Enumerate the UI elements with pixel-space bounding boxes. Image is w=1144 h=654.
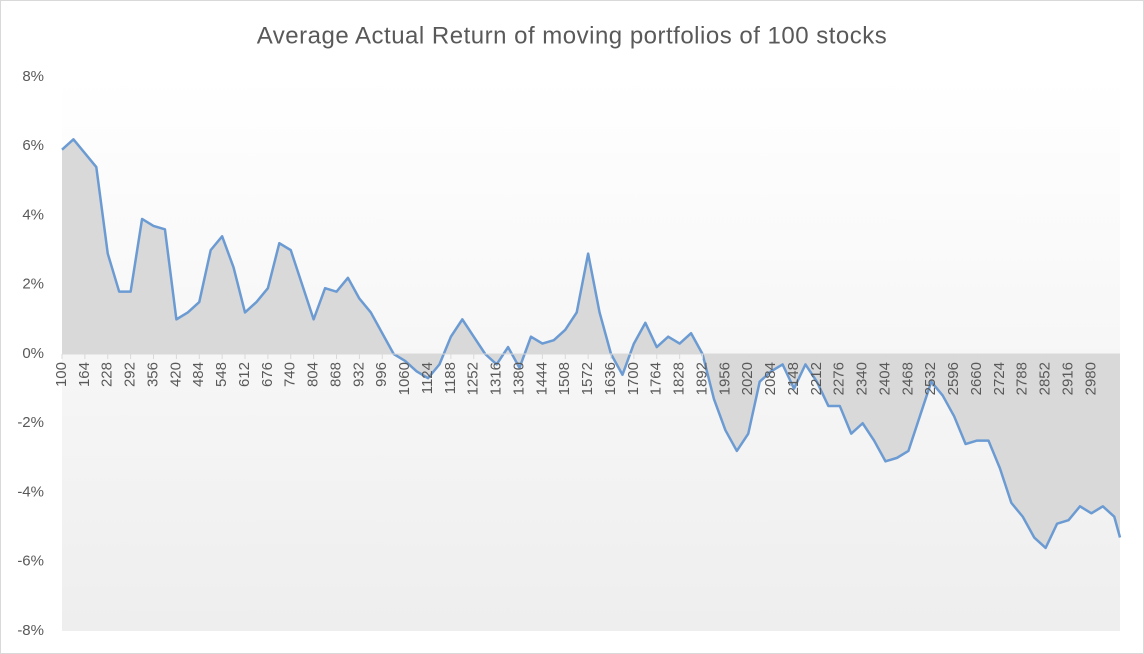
x-tick-label: 1508	[556, 362, 573, 395]
x-tick-label: 356	[144, 362, 161, 387]
chart-title: Average Actual Return of moving portfoli…	[257, 22, 888, 49]
x-tick-label: 2660	[968, 362, 985, 395]
y-tick-label: -4%	[17, 483, 44, 500]
x-tick-label: 164	[76, 362, 93, 387]
x-tick-label: 932	[350, 362, 367, 387]
x-tick-label: 484	[190, 362, 207, 387]
x-tick-label: 612	[236, 362, 253, 387]
x-tick-label: 2980	[1082, 362, 1099, 395]
x-tick-label: 996	[373, 362, 390, 387]
x-tick-label: 100	[53, 362, 70, 387]
y-tick-label: 4%	[22, 206, 44, 223]
line	[61, 138, 1122, 550]
x-tick-label: 2084	[762, 362, 779, 395]
x-tick-label: 1572	[579, 362, 596, 395]
x-tick-label: 2724	[991, 362, 1008, 395]
y-tick-label: 2%	[22, 276, 44, 293]
y-tick-label: 0%	[22, 345, 44, 362]
y-tick-label: 6%	[22, 137, 44, 154]
y-tick-label: -8%	[17, 622, 44, 639]
x-tick-label: 1252	[465, 362, 482, 395]
x-tick-label: 1764	[648, 362, 665, 395]
x-tick-label: 2532	[922, 362, 939, 395]
x-tick-label: 2020	[739, 362, 756, 395]
x-tick-label: 1828	[671, 362, 688, 395]
x-tick-label: 1124	[419, 362, 436, 394]
x-tick-label: 2276	[831, 362, 848, 395]
x-tick-label: 2404	[876, 362, 893, 395]
x-tick-label: 676	[259, 362, 276, 387]
x-tick-label: 2788	[1014, 362, 1031, 395]
x-tick-label: 1700	[625, 362, 642, 395]
x-tick-label: 804	[305, 362, 322, 387]
x-tick-label: 740	[282, 362, 299, 387]
x-tick-label: 1636	[602, 362, 619, 395]
x-tick-label: 2148	[785, 362, 802, 395]
x-tick-label: 228	[99, 362, 116, 387]
area	[62, 139, 1120, 548]
x-tick-label: 868	[327, 362, 344, 387]
x-tick-label: 2852	[1037, 362, 1054, 395]
y-tick-label: 8%	[22, 68, 44, 85]
x-tick-label: 1188	[442, 362, 459, 394]
x-tick-label: 2468	[899, 362, 916, 395]
x-tick-label: 1444	[533, 362, 550, 395]
x-tick-label: 1380	[510, 362, 527, 395]
x-tick-label: 2340	[854, 362, 871, 395]
x-tick-label: 2916	[1059, 362, 1076, 395]
x-tick-label: 292	[122, 362, 139, 387]
y-tick-label: -2%	[17, 414, 44, 431]
x-tick-label: 1956	[716, 362, 733, 395]
x-tick-label: 2596	[945, 362, 962, 395]
x-tick-label: 1060	[396, 362, 413, 395]
x-tick-label: 2212	[808, 362, 825, 395]
x-tick-label: 420	[167, 362, 184, 387]
x-tick-label: 1892	[693, 362, 710, 395]
y-tick-label: -6%	[17, 553, 44, 570]
x-tick-label: 548	[213, 362, 230, 387]
x-tick-label: 1316	[488, 362, 505, 395]
